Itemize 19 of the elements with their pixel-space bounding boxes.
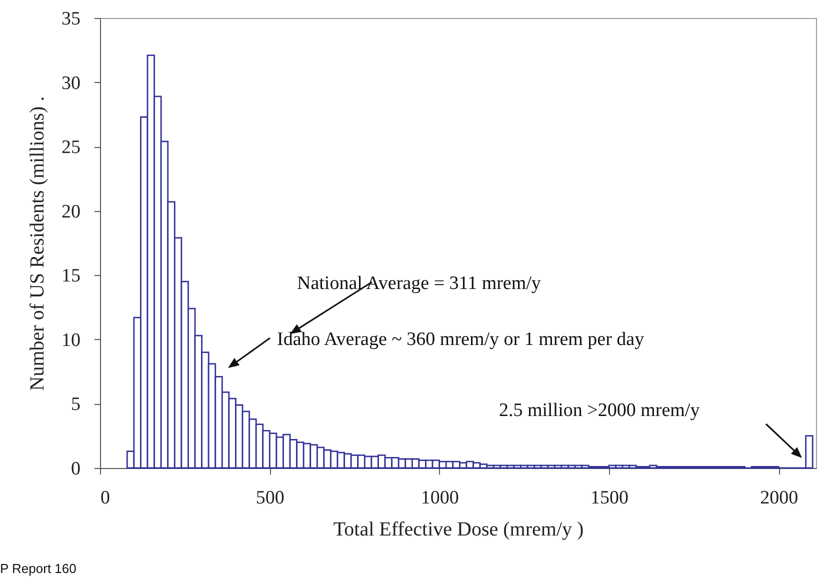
y-tick-label: 0 [71, 458, 80, 480]
x-tick-label: 0 [100, 488, 110, 508]
x-tick-label: 1000 [420, 488, 459, 508]
annotation: 2.5 million >2000 mrem/y [499, 400, 700, 421]
x-tick-label: 500 [256, 488, 284, 508]
y-tick-label: 35 [62, 8, 80, 30]
y-tick-label: 10 [62, 330, 80, 351]
y-tick-label: 25 [62, 137, 80, 158]
text: P Report 160 [0, 561, 76, 576]
y-tick-label: 5 [71, 394, 80, 416]
y-tick-label: 20 [62, 201, 80, 222]
annotation: Idaho Average ~ 360 mrem/y or 1 mrem per day [277, 329, 645, 350]
y-axis-title: Number of US Residents (millions) . [26, 96, 48, 391]
y-tick-label: 15 [62, 266, 80, 287]
annotation: National Average = 311 mrem/y [297, 273, 542, 294]
x-tick-label: 2000 [760, 488, 798, 508]
y-tick-label: 30 [62, 72, 80, 94]
x-tick-label: 1500 [590, 488, 629, 508]
x-axis-title: Total Effective Dose (mrem/y ) [333, 518, 584, 540]
